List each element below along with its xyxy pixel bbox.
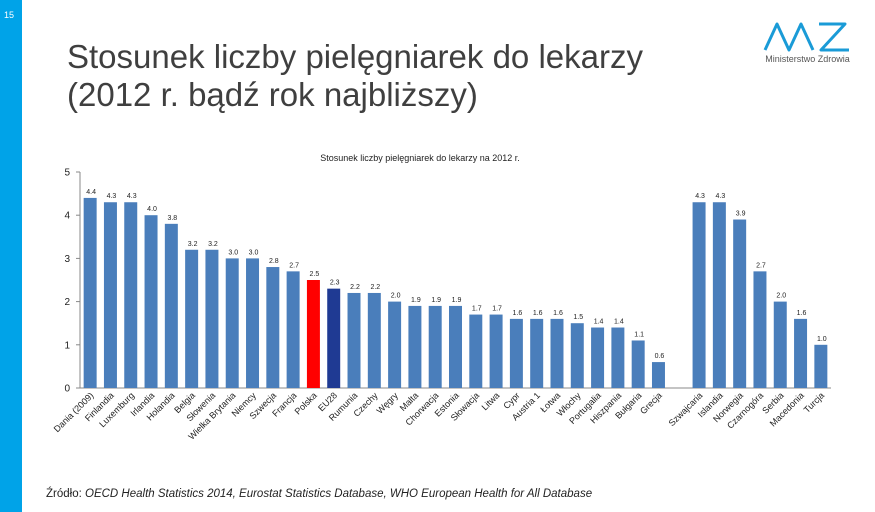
bar [164, 223, 178, 388]
bar [611, 327, 625, 388]
y-tick-label: 3 [64, 254, 70, 265]
bar [449, 305, 462, 388]
bar-value-label: 1.4 [594, 319, 604, 326]
bar [327, 288, 341, 388]
bar-value-label: 1.6 [533, 310, 543, 317]
bar [692, 202, 706, 388]
bar [712, 202, 726, 388]
bar [814, 344, 828, 388]
bar [570, 323, 584, 388]
bar [591, 327, 605, 388]
y-tick-label: 5 [64, 168, 70, 179]
bar-value-label: 3.2 [208, 241, 218, 248]
bar [306, 280, 320, 388]
bar-value-label: 1.6 [553, 310, 563, 317]
bar [530, 318, 544, 388]
source-text: OECD Health Statistics 2014, Eurostat St… [85, 488, 593, 500]
chart-title: Stosunek liczby pielęgniarek do lekarzy … [320, 153, 520, 163]
bar-chart: Stosunek liczby pielęgniarek do lekarzy … [52, 153, 831, 442]
bar [286, 271, 300, 388]
bar [733, 219, 747, 388]
bar [509, 318, 523, 388]
bar-value-label: 2.3 [330, 280, 340, 287]
bar-value-label: 1.1 [634, 331, 644, 338]
bar-value-label: 3.9 [736, 211, 746, 218]
bar-value-label: 4.3 [107, 193, 117, 200]
category-label: Węgry [375, 390, 401, 416]
bar [266, 267, 280, 388]
y-tick-label: 4 [64, 211, 70, 222]
bar [428, 305, 442, 388]
title-line-1: Stosunek liczby pielęgniarek do lekarzy [67, 38, 643, 75]
bar [124, 202, 138, 388]
bar [246, 258, 260, 388]
bar-value-label: 3.8 [167, 215, 177, 222]
bar-value-label: 2.2 [350, 284, 360, 291]
bar-value-label: 2.8 [269, 258, 279, 265]
bar-value-label: 2.0 [391, 293, 401, 300]
bar-value-label: 1.7 [492, 306, 502, 313]
y-tick-label: 2 [64, 297, 70, 308]
bar [347, 292, 361, 388]
bar-value-label: 4.3 [695, 193, 705, 200]
bar-value-label: 2.7 [756, 262, 766, 269]
bar-value-label: 2.2 [370, 284, 380, 291]
bar-value-label: 1.7 [472, 306, 482, 313]
bar [794, 318, 808, 388]
ministry-logo-icon [763, 22, 849, 52]
bar [205, 249, 219, 388]
bar-value-label: 4.4 [86, 189, 96, 196]
bar-value-label: 0.6 [655, 353, 665, 360]
bar-value-label: 3.2 [188, 241, 198, 248]
bar-value-label: 3.0 [228, 249, 238, 256]
bar-value-label: 2.7 [289, 262, 299, 269]
bar-value-label: 1.6 [797, 310, 807, 317]
bar-value-label: 1.6 [513, 310, 523, 317]
bar-value-label: 4.3 [127, 193, 137, 200]
slide-number: 15 [4, 10, 15, 20]
bar-value-label: 3.0 [249, 249, 259, 256]
bar-value-label: 4.0 [147, 206, 157, 213]
source-note: Źródło: OECD Health Statistics 2014, Eur… [46, 488, 592, 500]
bar-value-label: 1.5 [573, 314, 583, 321]
bar [185, 249, 199, 388]
bar-value-label: 4.3 [715, 193, 725, 200]
bar [83, 197, 97, 388]
category-label: Grecja [638, 390, 664, 416]
bar [489, 314, 503, 388]
ministry-logo-text: Ministerstwo Zdrowia [765, 54, 850, 64]
bar [103, 202, 117, 388]
page-title: Stosunek liczby pielęgniarek do lekarzy … [67, 38, 687, 114]
bar [631, 340, 645, 388]
bar-value-label: 2.5 [310, 271, 320, 278]
category-label: Litwa [480, 390, 502, 412]
bar [408, 305, 422, 388]
source-prefix: Źródło: [46, 488, 82, 500]
bar [144, 215, 158, 388]
bar [225, 258, 239, 388]
sidebar-stripe [0, 0, 22, 512]
title-line-2: (2012 r. bądź rok najbliższy) [67, 76, 478, 113]
bar-value-label: 1.0 [817, 336, 827, 343]
category-label: Turcja [802, 390, 827, 415]
y-tick-label: 1 [64, 340, 70, 351]
bar-value-label: 1.4 [614, 319, 624, 326]
bar [753, 271, 767, 388]
bar [388, 301, 402, 388]
bar-value-label: 2.0 [776, 293, 786, 300]
category-label: Polska [293, 390, 319, 416]
bar [469, 314, 483, 388]
bar [550, 318, 564, 388]
bar [773, 301, 787, 388]
y-tick-label: 0 [64, 384, 70, 395]
bar [367, 292, 381, 388]
bar-value-label: 1.9 [411, 297, 421, 304]
bar-value-label: 1.9 [452, 297, 462, 304]
bar-value-label: 1.9 [431, 297, 441, 304]
bar [651, 362, 665, 388]
